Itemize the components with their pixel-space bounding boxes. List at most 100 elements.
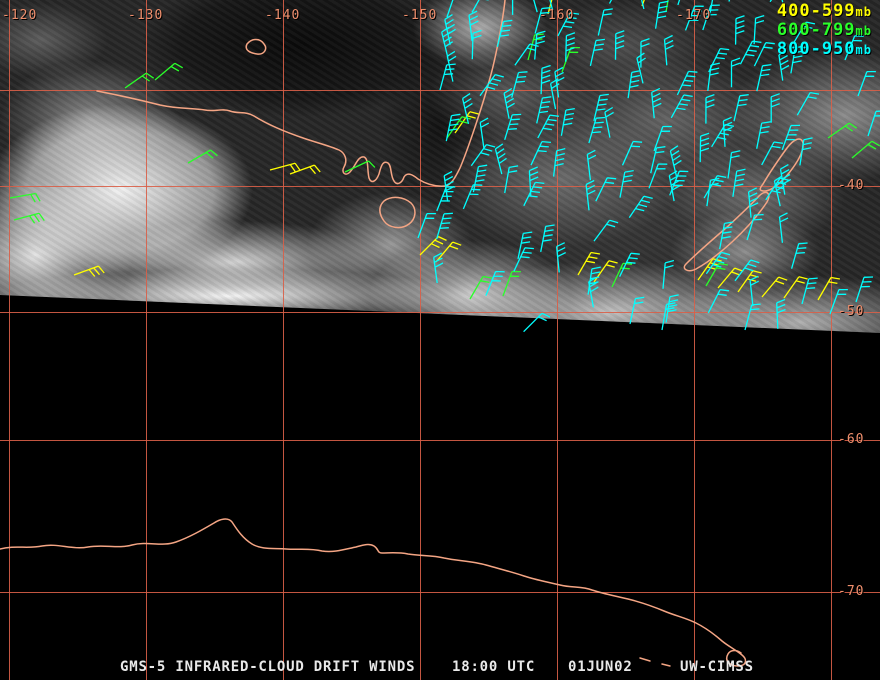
wind-barb xyxy=(593,219,619,242)
wind-barb xyxy=(705,251,731,275)
longitude-label: -130 xyxy=(128,8,164,23)
wind-barb xyxy=(817,276,841,301)
wind-barb xyxy=(722,116,733,147)
wind-barb xyxy=(778,212,789,243)
caption-bar: GMS-5 INFRARED-CLOUD DRIFT WINDS 18:00 U… xyxy=(0,659,880,679)
wind-barb xyxy=(534,7,551,34)
wind-barb xyxy=(479,117,490,149)
wind-barb xyxy=(471,0,489,13)
legend-range: 400-599 xyxy=(776,1,856,21)
legend-item-400-599: 400-599mb xyxy=(777,2,872,21)
wind-barb xyxy=(749,275,759,307)
legend-item-600-799: 600-799mb xyxy=(777,21,872,40)
wind-barb xyxy=(504,165,519,194)
wind-barb xyxy=(441,26,454,58)
wind-barb xyxy=(708,0,714,18)
wind-barb xyxy=(154,62,184,81)
wind-barb xyxy=(436,186,456,212)
caption-date: 01JUN02 xyxy=(568,659,633,675)
wind-barb xyxy=(707,62,720,91)
wind-barb xyxy=(796,91,820,116)
wind-barb xyxy=(801,277,818,305)
wind-barb xyxy=(867,110,880,137)
wind-barb xyxy=(540,64,551,95)
wind-barb xyxy=(855,276,874,303)
wind-barb xyxy=(503,87,515,119)
wind-barb xyxy=(654,0,669,29)
wind-barb xyxy=(676,70,698,96)
wind-barb xyxy=(705,93,715,124)
wind-barb xyxy=(433,252,444,284)
wind-barb xyxy=(765,177,789,201)
grid-vline xyxy=(283,0,284,680)
wind-barb xyxy=(668,170,681,202)
wind-barb xyxy=(684,5,704,31)
wind-barb xyxy=(417,212,436,239)
wind-barb xyxy=(536,96,552,124)
wind-barb xyxy=(419,236,447,256)
wind-barb xyxy=(565,32,576,62)
wind-barb xyxy=(124,72,155,89)
wind-barb xyxy=(792,21,816,45)
grid-hline xyxy=(0,90,880,91)
wind-barb xyxy=(790,242,808,269)
wind-barb xyxy=(496,19,513,47)
wind-barb xyxy=(560,107,575,136)
wind-barb xyxy=(663,34,674,66)
wind-barb xyxy=(577,251,601,276)
wind-barb xyxy=(761,141,783,166)
longitude-label: -160 xyxy=(539,8,575,23)
wind-barb xyxy=(13,212,45,224)
wind-barb xyxy=(523,181,545,207)
wind-barb xyxy=(636,52,646,84)
wind-barb xyxy=(778,50,790,81)
wind-barb xyxy=(708,47,730,73)
wind-barb xyxy=(462,184,483,210)
caption-product: GMS-5 INFRARED-CLOUD DRIFT WINDS xyxy=(120,659,416,675)
wind-barb xyxy=(479,73,504,97)
wind-barb xyxy=(628,195,653,218)
coast-tasmania xyxy=(379,196,416,229)
wind-barb xyxy=(661,302,676,331)
grid-vline xyxy=(9,0,10,680)
wind-barb xyxy=(739,40,762,65)
wind-barb xyxy=(611,262,633,288)
wind-barb xyxy=(781,124,801,151)
wind-barb xyxy=(446,116,471,139)
wind-barb xyxy=(269,162,301,173)
wind-barb xyxy=(640,37,650,68)
longitude-label: -120 xyxy=(2,8,38,23)
wind-barb xyxy=(528,166,539,197)
wind-barb xyxy=(730,57,741,88)
wind-barb xyxy=(734,259,760,282)
coast-nz-north-island xyxy=(759,138,804,192)
wind-barb xyxy=(469,275,493,300)
wind-barb xyxy=(619,252,640,277)
legend-range: 600-799 xyxy=(776,20,856,40)
wind-barb xyxy=(648,163,668,189)
wind-barb xyxy=(530,140,551,166)
wind-barb xyxy=(753,42,775,67)
wind-barb xyxy=(523,312,551,333)
wind-barb xyxy=(485,270,505,296)
wind-barb xyxy=(513,247,534,272)
wind-barb xyxy=(549,0,554,12)
wind-barb xyxy=(534,30,546,60)
wind-barb xyxy=(773,175,785,207)
wind-barb xyxy=(557,12,580,37)
wind-barb xyxy=(494,143,507,175)
longitude-label: -170 xyxy=(676,8,712,23)
wind-barb xyxy=(472,164,488,193)
wind-barb xyxy=(461,93,473,125)
wind-barb xyxy=(650,146,666,174)
wind-barb xyxy=(436,212,453,240)
wind-barb xyxy=(446,0,454,18)
wind-barb xyxy=(629,296,645,325)
wind-barb xyxy=(588,276,599,308)
wind-barb xyxy=(627,69,641,99)
wind-barb xyxy=(734,15,745,45)
wind-barb xyxy=(468,10,479,42)
wind-barb xyxy=(597,8,613,36)
wind-barb xyxy=(589,38,605,67)
